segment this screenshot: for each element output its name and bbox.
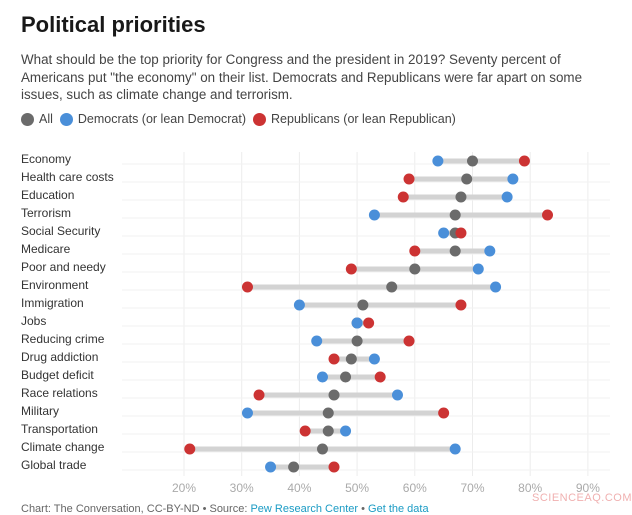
category-label: Poor and needy	[21, 260, 106, 274]
republicans-dot	[328, 461, 340, 473]
republicans-dot	[542, 209, 554, 221]
republicans-dot	[299, 425, 311, 437]
all-dot	[449, 245, 461, 257]
category-label: Immigration	[21, 296, 84, 310]
all-dot	[316, 443, 328, 455]
all-dot	[357, 299, 369, 311]
category-label: Environment	[21, 278, 89, 292]
category-label: Jobs	[21, 314, 46, 328]
legend-swatch-republicans	[253, 112, 267, 126]
all-dot	[455, 191, 467, 203]
democrats-dot	[507, 173, 519, 185]
category-label: Budget deficit	[21, 368, 94, 382]
legend-item-democrats: Democrats (or lean Democrat)	[59, 112, 247, 126]
category-label: Drug addiction	[21, 350, 98, 364]
footer-separator: •	[358, 503, 369, 515]
democrats-dot	[351, 317, 363, 329]
x-tick-label: 70%	[460, 481, 484, 495]
x-tick-label: 90%	[576, 481, 600, 495]
x-tick-label: 30%	[230, 481, 254, 495]
republicans-dot	[403, 335, 415, 347]
category-label: Military	[21, 404, 59, 418]
x-tick-label: 80%	[518, 481, 542, 495]
legend-swatch-all	[21, 112, 34, 126]
all-dot	[322, 425, 334, 437]
all-dot	[351, 335, 363, 347]
all-dot	[461, 173, 473, 185]
democrats-dot	[449, 443, 461, 455]
democrats-dot	[391, 389, 403, 401]
chart-title: Political priorities	[21, 12, 206, 37]
watermark: SCIENCEAQ.COM	[532, 492, 632, 504]
x-tick-label: 50%	[345, 481, 369, 495]
all-dot	[288, 461, 300, 473]
democrats-dot	[472, 263, 484, 275]
all-dot	[386, 281, 398, 293]
republicans-dot	[184, 443, 196, 455]
all-dot	[467, 155, 478, 167]
all-dot	[328, 389, 340, 401]
x-tick-label: 20%	[172, 481, 196, 495]
category-label: Health care costs	[21, 170, 114, 184]
republicans-dot	[455, 227, 467, 239]
all-dot	[345, 353, 357, 365]
legend-label: Republicans (or lean Republican)	[271, 112, 456, 126]
legend: All Democrats (or lean Democrat) Republi…	[21, 112, 463, 126]
democrats-dot	[432, 155, 444, 167]
category-label: Transportation	[21, 422, 98, 436]
all-dot	[322, 407, 334, 419]
category-label: Reducing crime	[21, 332, 105, 346]
republicans-dot	[253, 389, 265, 401]
democrats-dot	[484, 245, 496, 257]
democrats-dot	[501, 191, 513, 203]
republicans-dot	[403, 173, 415, 185]
republicans-dot	[438, 407, 450, 419]
democrats-dot	[241, 407, 253, 419]
x-tick-label: 60%	[403, 481, 427, 495]
legend-label: All	[39, 112, 53, 126]
category-label: Climate change	[21, 440, 105, 454]
all-dot	[409, 263, 421, 275]
republicans-dot	[241, 281, 253, 293]
republicans-dot	[455, 299, 467, 311]
legend-item-all: All	[21, 112, 53, 126]
all-dot	[449, 209, 461, 221]
democrats-dot	[340, 425, 352, 437]
republicans-dot	[345, 263, 357, 275]
democrats-dot	[265, 461, 277, 473]
x-tick-label: 40%	[287, 481, 311, 495]
republicans-dot	[328, 353, 340, 365]
legend-item-republicans: Republicans (or lean Republican)	[253, 112, 456, 126]
source-link[interactable]: Pew Research Center	[250, 503, 359, 515]
democrats-dot	[316, 371, 328, 383]
democrats-dot	[293, 299, 305, 311]
democrats-dot	[368, 209, 380, 221]
democrats-dot	[368, 353, 380, 365]
footer: Chart: The Conversation, CC-BY-ND • Sour…	[21, 503, 429, 515]
get-data-link[interactable]: Get the data	[368, 503, 429, 515]
category-label: Social Security	[21, 224, 100, 238]
category-label: Education	[21, 188, 74, 202]
republicans-dot	[409, 245, 421, 257]
all-dot	[340, 371, 352, 383]
legend-label: Democrats (or lean Democrat)	[77, 112, 247, 126]
category-label: Medicare	[21, 242, 71, 256]
legend-swatch-democrats	[59, 112, 73, 126]
republicans-dot	[374, 371, 386, 383]
category-label: Race relations	[21, 386, 98, 400]
republicans-dot	[518, 155, 530, 167]
republicans-dot	[397, 191, 409, 203]
category-label: Terrorism	[21, 206, 71, 220]
democrats-dot	[311, 335, 323, 347]
democrats-dot	[490, 281, 502, 293]
category-label: Economy	[21, 152, 71, 166]
democrats-dot	[438, 227, 450, 239]
category-label: Global trade	[21, 458, 87, 472]
republicans-dot	[363, 317, 375, 329]
footer-credit: Chart: The Conversation, CC-BY-ND • Sour…	[21, 503, 251, 515]
chart-subtitle: What should be the top priority for Cong…	[21, 52, 583, 102]
